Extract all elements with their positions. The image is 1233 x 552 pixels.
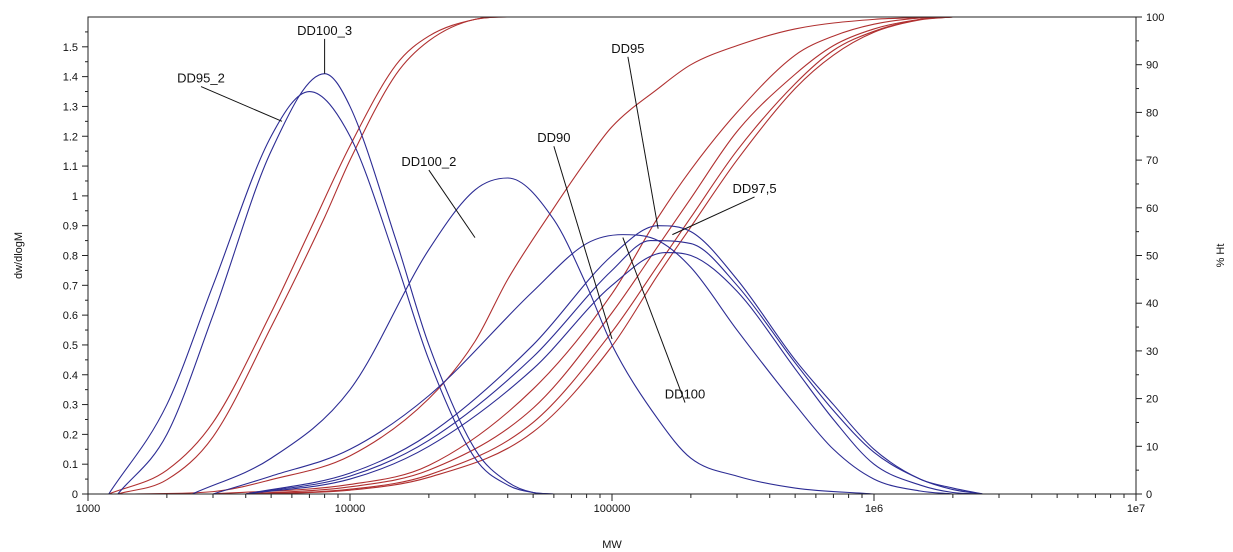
callout-line-dd100-2 (428, 169, 476, 238)
y-tick-label: 0.1 (63, 459, 78, 471)
x-tick-label: 100000 (594, 503, 631, 515)
y-tick-label: 1 (72, 191, 78, 203)
y-tick-label: 0.7 (63, 280, 78, 292)
distribution-curve-dd95 (245, 225, 983, 495)
y-tick-label: 0.3 (63, 400, 78, 412)
x-tick-label: 1000 (76, 503, 100, 515)
cumulative-curve-3 (134, 16, 953, 495)
y-tick-label: 0.2 (63, 429, 78, 441)
callout-line-dd95-2 (200, 86, 283, 122)
distribution-curve-dd100-2 (192, 177, 875, 495)
callout-label-dd90: DD90 (537, 130, 570, 145)
y-tick-label: 1.5 (63, 42, 78, 54)
cumulative-curve-6 (245, 16, 953, 495)
y-tick-label: 0.4 (63, 370, 78, 382)
y2-axis-title: % Ht (1215, 244, 1227, 268)
y2-tick-label: 90 (1146, 60, 1158, 72)
distribution-curve-dd95-2 (108, 90, 554, 495)
plot-area (108, 16, 983, 495)
callout-line-dd97-5 (672, 196, 755, 236)
cumulative-curve-7 (245, 16, 953, 495)
y-tick-label: 0.5 (63, 340, 78, 352)
callout-label-dd100-3: DD100_3 (297, 23, 352, 38)
callout-label-dd95-2: DD95_2 (177, 71, 225, 86)
distribution-curve-dd100 (245, 251, 983, 495)
y2-tick-label: 40 (1146, 298, 1158, 310)
y-tick-label: 0.9 (63, 221, 78, 233)
callout-label-dd95: DD95 (611, 41, 644, 56)
x-tick-label: 10000 (335, 503, 366, 515)
y-tick-label: 1.3 (63, 101, 78, 113)
y2-tick-label: 80 (1146, 107, 1158, 119)
y2-tick-label: 70 (1146, 155, 1158, 167)
callout-line-dd90 (553, 146, 613, 340)
distribution-curve-dd97-5 (245, 240, 983, 495)
y-axis-title: dw/dlogM (13, 232, 25, 279)
x-tick-label: 1e6 (865, 503, 883, 515)
annotations: DD100_3 DD95_2 DD95 DD100_2 DD90 DD97,5 DD100 (177, 23, 777, 403)
cumulative-curve-4 (212, 16, 953, 495)
y-tick-label: 0.8 (63, 251, 78, 263)
y2-tick-label: 0 (1146, 489, 1152, 501)
y2-tick-label: 20 (1146, 394, 1158, 406)
axes: 1000 10000 100000 1e6 1e700.10.20.30.40.50.6… (63, 12, 1165, 515)
callout-label-dd97-5: DD97,5 (733, 181, 777, 196)
y2-tick-label: 100 (1146, 12, 1164, 24)
x-axis-title: MW (602, 539, 622, 551)
y-tick-label: 1.4 (63, 72, 78, 84)
x-tick-label: 1e7 (1127, 503, 1145, 515)
y2-tick-label: 50 (1146, 251, 1158, 263)
cumulative-curve-5 (245, 16, 953, 495)
callout-label-dd100-2: DD100_2 (401, 154, 456, 169)
y2-tick-label: 10 (1146, 441, 1158, 453)
distribution-curve-dd100-3 (117, 73, 554, 495)
y-tick-label: 0 (72, 489, 78, 501)
distribution-curve-dd90 (212, 234, 953, 495)
y2-tick-label: 30 (1146, 346, 1158, 358)
cumulative-curve-2 (117, 16, 534, 495)
y-tick-label: 1.2 (63, 131, 78, 143)
y-tick-label: 0.6 (63, 310, 78, 322)
callout-label-dd100: DD100 (665, 387, 705, 402)
y2-tick-label: 60 (1146, 203, 1158, 215)
callout-line-dd100 (622, 237, 686, 403)
y-tick-label: 1.1 (63, 161, 78, 173)
callout-line-dd95 (627, 56, 659, 229)
